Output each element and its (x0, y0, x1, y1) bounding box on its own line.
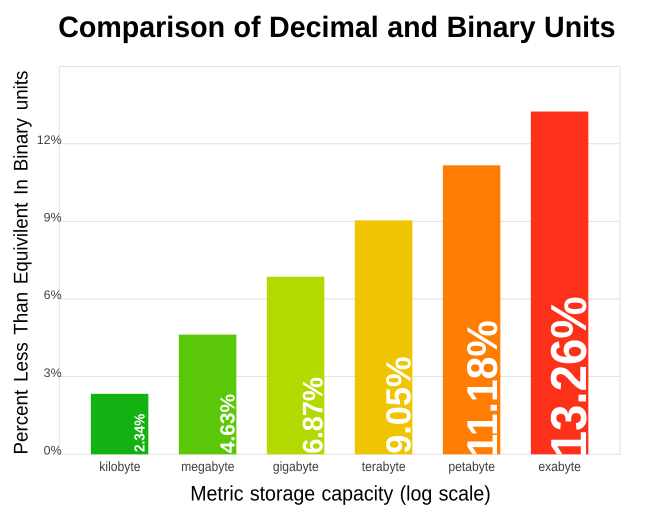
svg-text:6%: 6% (44, 288, 62, 302)
svg-text:Percent Less Than Equivilent I: Percent Less Than Equivilent In Binary u… (11, 70, 33, 454)
svg-text:4.63%: 4.63% (217, 394, 240, 453)
svg-text:kilobyte: kilobyte (99, 459, 140, 474)
svg-text:terabyte: terabyte (362, 459, 406, 474)
svg-text:6.87%: 6.87% (297, 377, 329, 454)
svg-text:2.34%: 2.34% (133, 414, 149, 452)
svg-text:0%: 0% (44, 444, 62, 458)
svg-text:9%: 9% (44, 211, 62, 225)
svg-text:Comparison of Decimal and Bina: Comparison of Decimal and Binary Units (58, 11, 615, 44)
svg-text:3%: 3% (44, 366, 62, 380)
svg-text:petabyte: petabyte (448, 459, 495, 474)
svg-text:exabyte: exabyte (538, 459, 581, 474)
svg-text:13.26%: 13.26% (540, 296, 597, 457)
svg-text:9.05%: 9.05% (379, 357, 418, 454)
svg-text:Metric storage capacity (log s: Metric storage capacity (log scale) (190, 482, 491, 505)
svg-text:gigabyte: gigabyte (273, 459, 319, 474)
svg-text:megabyte: megabyte (181, 459, 234, 474)
svg-text:11.18%: 11.18% (459, 320, 507, 456)
svg-text:12%: 12% (37, 133, 62, 147)
